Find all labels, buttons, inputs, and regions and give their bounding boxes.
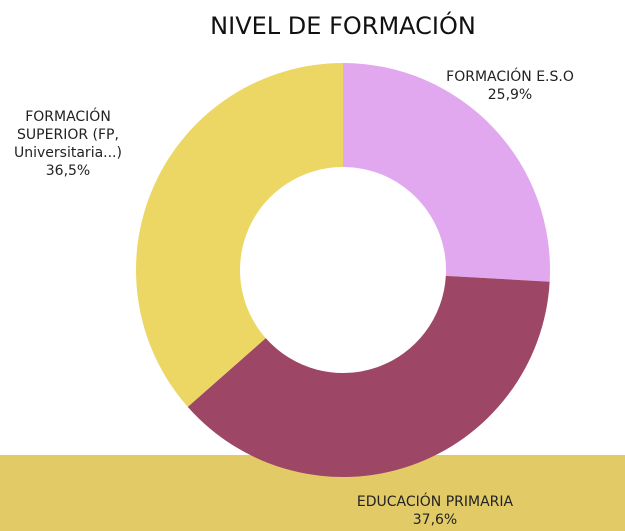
category-label: EDUCACIÓN PRIMARIA <box>356 494 514 510</box>
donut-segment <box>343 63 550 282</box>
category-label: FORMACIÓN E.S.O <box>446 69 574 85</box>
value-label: 37,6% <box>412 512 458 528</box>
donut-segment <box>136 63 343 407</box>
chart-title: NIVEL DE FORMACIÓN <box>210 12 476 40</box>
segment-label: FORMACIÓN SUPERIOR (FP, Universitaria...… <box>4 108 132 180</box>
segment-label: FORMACIÓN E.S.O 25,9% <box>435 68 585 104</box>
segment-label: EDUCACIÓN PRIMARIA 37,6% <box>335 493 535 529</box>
value-label: 36,5% <box>45 163 91 179</box>
category-label: FORMACIÓN SUPERIOR (FP, Universitaria...… <box>14 109 122 161</box>
value-label: 25,9% <box>487 87 533 103</box>
donut-segment <box>187 275 550 478</box>
